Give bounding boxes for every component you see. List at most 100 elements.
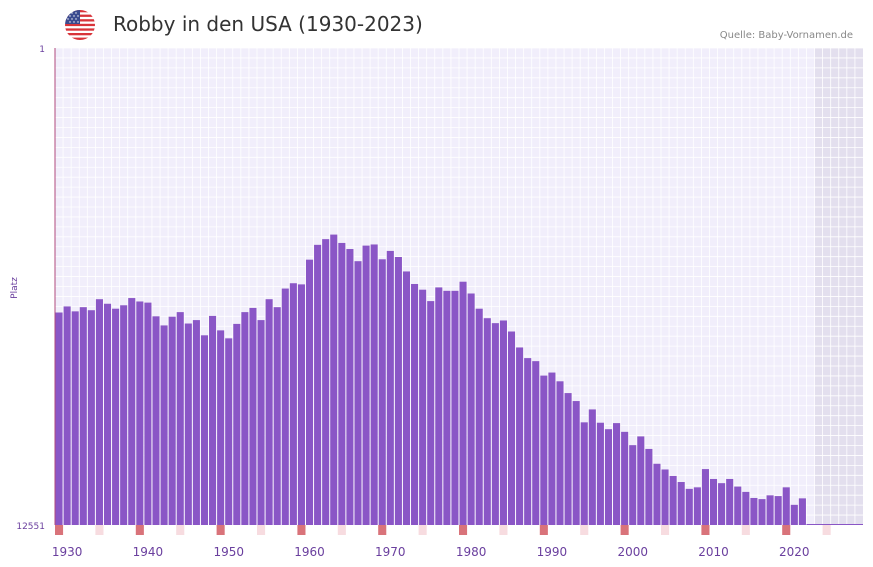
bar-1960 — [305, 259, 314, 525]
bar-1963 — [330, 234, 338, 525]
bar-1954 — [257, 320, 265, 525]
bar-1949 — [217, 330, 225, 525]
bar-1965 — [346, 249, 354, 525]
bar-1943 — [168, 316, 176, 525]
bar-2013 — [734, 486, 742, 525]
bar-1940 — [144, 302, 152, 525]
bar-2020 — [790, 504, 798, 525]
bar-1930 — [63, 306, 71, 525]
decade-marker — [620, 525, 629, 535]
bar-1953 — [249, 307, 257, 525]
half-decade-marker — [661, 525, 670, 535]
x-tick-label: 1960 — [294, 545, 325, 559]
bar-1966 — [354, 261, 362, 525]
bar-2015 — [750, 497, 758, 525]
half-decade-marker — [95, 525, 104, 535]
half-decade-marker — [257, 525, 266, 535]
x-tick-label: 1970 — [375, 545, 406, 559]
bar-1979 — [459, 281, 467, 525]
bar-1971 — [394, 257, 402, 525]
bar-1976 — [435, 287, 443, 525]
bar-1983 — [491, 323, 499, 525]
bar-1952 — [241, 312, 249, 525]
bar-1938 — [128, 298, 136, 525]
bar-1970 — [386, 250, 394, 525]
bar-1933 — [87, 310, 95, 525]
bar-1982 — [483, 318, 491, 525]
bar-1937 — [120, 305, 128, 525]
bar-1969 — [378, 259, 386, 525]
bar-2018 — [774, 496, 782, 525]
bar-1997 — [604, 429, 613, 525]
source-credit: Quelle: Baby-Vornamen.de — [719, 30, 853, 41]
bar-1987 — [524, 358, 532, 525]
bar-2004 — [661, 469, 669, 525]
y-tick-label: 1 — [39, 45, 45, 55]
bar-2007 — [685, 488, 693, 525]
bar-2000 — [629, 445, 637, 525]
bar-2021 — [798, 498, 806, 525]
half-decade-marker — [418, 525, 427, 535]
bar-1992 — [564, 393, 572, 525]
bar-2016 — [758, 499, 766, 525]
decade-marker — [135, 525, 144, 535]
bar-1956 — [273, 307, 281, 525]
bar-1964 — [338, 242, 346, 525]
half-decade-marker — [822, 525, 831, 535]
bar-1942 — [160, 325, 168, 525]
page-title: Robby in den USA (1930-2023) — [113, 12, 423, 36]
bar-2011 — [718, 483, 726, 525]
x-tick-label: 1940 — [133, 545, 164, 559]
bar-1941 — [152, 316, 160, 525]
x-tick-label: 1980 — [456, 545, 487, 559]
bar-2017 — [766, 495, 774, 525]
y-axis-label: Platz — [10, 277, 20, 299]
y-tick-label: 12551 — [16, 522, 45, 532]
bar-2001 — [637, 436, 645, 525]
decade-marker — [55, 525, 64, 535]
bar-1967 — [362, 245, 370, 525]
bar-1998 — [613, 423, 621, 525]
bar-1950 — [225, 338, 233, 525]
bar-2005 — [669, 475, 677, 525]
bar-1946 — [192, 320, 200, 525]
decade-marker — [459, 525, 468, 535]
half-decade-marker — [499, 525, 508, 535]
bar-1944 — [176, 312, 184, 525]
bar-1999 — [621, 431, 629, 525]
decade-marker — [378, 525, 387, 535]
bar-2006 — [677, 482, 685, 525]
bar-1980 — [467, 293, 475, 525]
decade-marker — [701, 525, 710, 535]
bar-1995 — [588, 409, 596, 525]
bar-1993 — [572, 401, 580, 525]
bar-1962 — [322, 239, 330, 525]
bar-1929 — [55, 312, 63, 525]
bar-1948 — [209, 315, 217, 525]
bar-1957 — [281, 288, 289, 525]
bar-1961 — [314, 244, 322, 525]
x-tick-label: 2000 — [617, 545, 648, 559]
bar-1996 — [596, 422, 604, 525]
half-decade-marker — [741, 525, 750, 535]
bar-1958 — [289, 283, 297, 525]
x-tick-label: 1950 — [213, 545, 244, 559]
usa-flag-icon — [65, 10, 95, 40]
half-decade-marker — [337, 525, 346, 535]
bar-1985 — [507, 331, 516, 525]
bar-2008 — [693, 487, 701, 525]
decade-marker — [539, 525, 548, 535]
bar-1934 — [95, 299, 103, 525]
x-tick-label: 1990 — [537, 545, 568, 559]
bar-1945 — [184, 323, 192, 525]
bar-1935 — [103, 303, 112, 525]
bar-1984 — [499, 320, 507, 525]
half-decade-marker — [176, 525, 185, 535]
half-decade-marker — [580, 525, 589, 535]
bar-1989 — [540, 375, 548, 525]
bar-1991 — [556, 381, 564, 525]
x-tick-label: 2010 — [698, 545, 729, 559]
bar-1955 — [265, 299, 273, 525]
bar-1968 — [370, 244, 378, 525]
